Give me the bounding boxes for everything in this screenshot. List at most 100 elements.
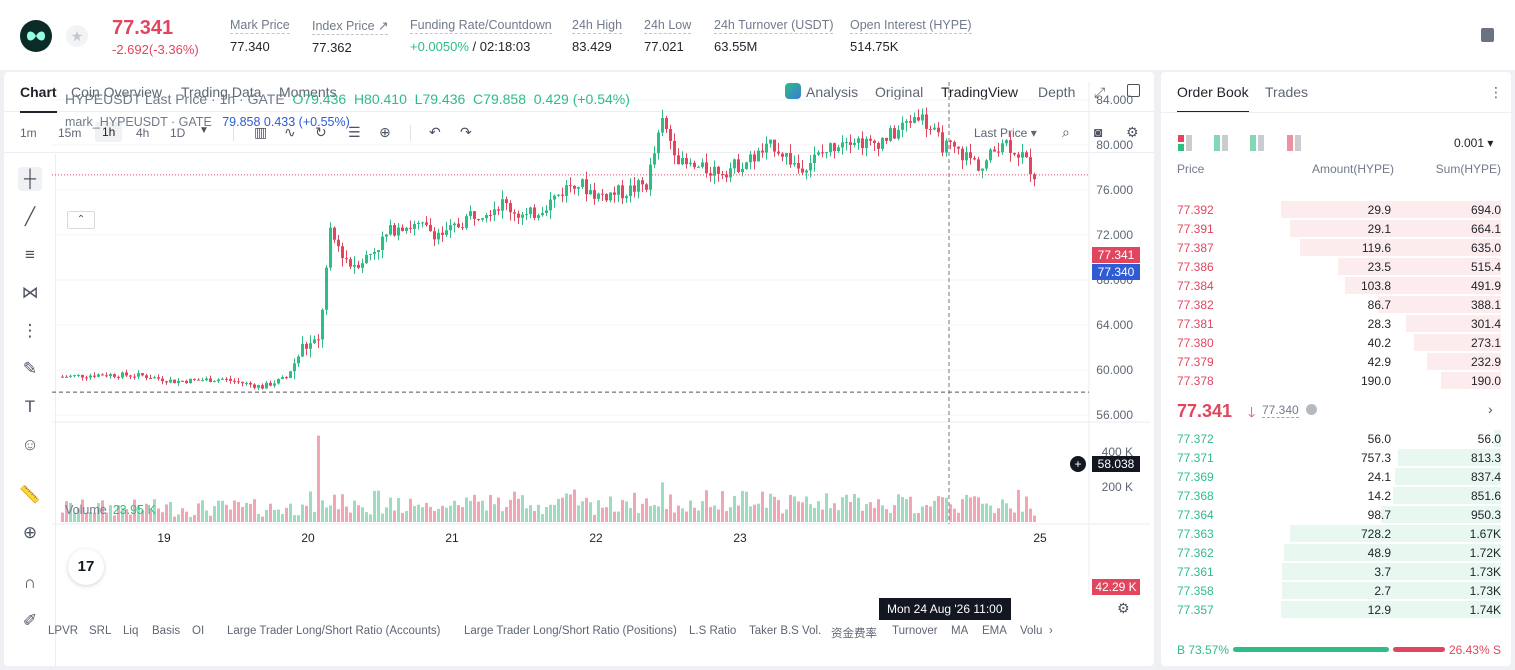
- indicator-item[interactable]: Volu: [1020, 625, 1043, 637]
- candle-type-icon[interactable]: ▥: [254, 124, 268, 140]
- layout-both-icon[interactable]: [1178, 135, 1194, 151]
- trend-line-icon[interactable]: ╱: [24, 207, 36, 226]
- indicator-item[interactable]: 资金费率: [831, 628, 877, 640]
- volume-bar: [953, 508, 956, 522]
- add-crosshair-icon[interactable]: +: [1070, 456, 1086, 472]
- undo-icon[interactable]: ↶: [429, 124, 441, 140]
- indicator-item[interactable]: Turnover: [892, 625, 938, 637]
- indicator-item[interactable]: Large Trader Long/Short Ratio (Positions…: [464, 625, 677, 637]
- volume-bar: [821, 509, 824, 522]
- indicator-item[interactable]: OI: [192, 625, 205, 637]
- ask-row[interactable]: 77.382 86.7 388.1: [1161, 295, 1511, 314]
- volume-bar: [93, 512, 96, 522]
- indicator-item[interactable]: EMA: [982, 625, 1007, 637]
- text-tool-icon[interactable]: T: [24, 397, 36, 416]
- bid-row[interactable]: 77.371 757.3 813.3: [1161, 448, 1511, 467]
- price-source-select[interactable]: Last Price ▾: [974, 126, 1037, 140]
- search-icon[interactable]: ⌕: [1062, 124, 1070, 140]
- pattern-icon[interactable]: ⋈: [21, 283, 39, 302]
- indicator-item[interactable]: MA: [951, 625, 969, 637]
- bid-row[interactable]: 77.358 2.7 1.73K: [1161, 581, 1511, 600]
- replay-icon[interactable]: ↻: [315, 124, 327, 140]
- indicator-scroll-icon[interactable]: ›: [1049, 625, 1053, 637]
- stat-index-price[interactable]: Index Price ↗ 77.362: [312, 19, 389, 55]
- templates-icon[interactable]: ☰: [348, 124, 361, 140]
- price-chart[interactable]: 84.00080.00076.00072.00068.00064.00060.0…: [52, 82, 1150, 594]
- candle-body: [481, 218, 484, 220]
- timeframe-1d[interactable]: 1D: [170, 126, 186, 140]
- ask-row[interactable]: 77.387 119.6 635.0: [1161, 238, 1511, 257]
- screenshot-icon[interactable]: ◙: [1094, 124, 1103, 140]
- redo-icon[interactable]: ↷: [460, 124, 472, 140]
- bid-row[interactable]: 77.368 14.2 851.6: [1161, 486, 1511, 505]
- book-icon[interactable]: [1481, 28, 1494, 42]
- timeframe-1h[interactable]: 1h: [95, 122, 123, 142]
- bid-row[interactable]: 77.364 98.7 950.3: [1161, 505, 1511, 524]
- tab-trading-data[interactable]: Trading Data: [181, 84, 262, 100]
- bid-row[interactable]: 77.369 24.1 837.4: [1161, 467, 1511, 486]
- timeframe-dropdown-icon[interactable]: ▼: [199, 125, 209, 136]
- bid-row[interactable]: 77.362 48.9 1.72K: [1161, 543, 1511, 562]
- tab-order-book[interactable]: Order Book: [1177, 84, 1249, 113]
- lock-pencil-icon[interactable]: ✐: [22, 611, 38, 630]
- window-icon[interactable]: [1127, 84, 1140, 97]
- indicator-item[interactable]: Large Trader Long/Short Ratio (Accounts): [227, 625, 441, 637]
- brush-icon[interactable]: ✎: [22, 359, 38, 378]
- indicator-item[interactable]: LPVR: [48, 625, 79, 637]
- bid-row[interactable]: 77.363 728.2 1.67K: [1161, 524, 1511, 543]
- favorite-star-icon[interactable]: ★: [66, 25, 88, 47]
- ask-row[interactable]: 77.391 29.1 664.1: [1161, 219, 1511, 238]
- volume-bar: [845, 494, 848, 522]
- info-icon[interactable]: [1306, 404, 1317, 415]
- tab-trades[interactable]: Trades: [1265, 84, 1309, 100]
- tab-chart[interactable]: Chart: [20, 84, 57, 113]
- view-depth[interactable]: Depth: [1038, 84, 1076, 100]
- indicator-item[interactable]: Liq: [123, 625, 139, 637]
- projection-icon[interactable]: ⋮: [21, 321, 39, 340]
- timeframe-15m[interactable]: 15m: [58, 126, 82, 140]
- candle-body: [297, 356, 300, 364]
- fib-lines-icon[interactable]: ≡: [25, 245, 35, 264]
- collapse-legend-button[interactable]: ⌃: [67, 211, 95, 229]
- zoom-in-icon[interactable]: ⊕: [22, 523, 38, 542]
- ask-row[interactable]: 77.378 190.0 190.0: [1161, 371, 1511, 390]
- add-alert-icon[interactable]: ⊕: [379, 124, 391, 140]
- magnet-icon[interactable]: ∩: [23, 573, 37, 592]
- ask-row[interactable]: 77.380 40.2 273.1: [1161, 333, 1511, 352]
- ruler-icon[interactable]: 📏: [19, 485, 41, 504]
- view-tradingview[interactable]: TradingView: [941, 84, 1019, 100]
- indicator-item[interactable]: Taker B.S Vol.: [749, 625, 822, 637]
- bid-row[interactable]: 77.361 3.7 1.73K: [1161, 562, 1511, 581]
- layout-bids-icon[interactable]: [1214, 135, 1230, 151]
- ask-row[interactable]: 77.386 23.5 515.4: [1161, 257, 1511, 276]
- bid-row[interactable]: 77.357 12.9 1.74K: [1161, 600, 1511, 619]
- more-menu-icon[interactable]: ⋮: [1489, 84, 1503, 100]
- tab-coin-overview[interactable]: Coin Overview: [71, 84, 163, 100]
- timeframe-1m[interactable]: 1m: [20, 126, 37, 140]
- ask-row[interactable]: 77.392 29.9 694.0: [1161, 200, 1511, 219]
- emoji-icon[interactable]: ☺: [21, 435, 39, 454]
- layout-sells-icon[interactable]: [1287, 135, 1303, 151]
- ask-row[interactable]: 77.379 42.9 232.9: [1161, 352, 1511, 371]
- ask-row[interactable]: 77.381 28.3 301.4: [1161, 314, 1511, 333]
- indicators-icon[interactable]: ∿: [284, 124, 296, 140]
- fullscreen-icon[interactable]: ⤢: [1094, 84, 1106, 100]
- depth-bar: [1414, 334, 1501, 351]
- precision-select[interactable]: 0.001 ▾: [1454, 136, 1494, 150]
- candle-body: [649, 164, 652, 190]
- tab-moments[interactable]: Moments: [279, 84, 337, 100]
- bid-row[interactable]: 77.372 56.0 56.0: [1161, 429, 1511, 448]
- chevron-right-icon[interactable]: ›: [1488, 401, 1493, 417]
- layout-asks-icon[interactable]: [1250, 135, 1266, 151]
- timeframe-4h[interactable]: 4h: [136, 126, 150, 140]
- view-original[interactable]: Original: [875, 84, 924, 100]
- volume-bar: [61, 512, 64, 522]
- indicator-item[interactable]: Basis: [152, 625, 181, 637]
- indicator-item[interactable]: L.S Ratio: [689, 625, 737, 637]
- ask-row[interactable]: 77.384 103.8 491.9: [1161, 276, 1511, 295]
- view-analysis[interactable]: Analysis: [806, 84, 859, 100]
- indicator-item[interactable]: SRL: [89, 625, 112, 637]
- chart-settings-icon[interactable]: ⚙: [1117, 600, 1130, 616]
- settings-gear-icon[interactable]: ⚙: [1126, 124, 1139, 140]
- crosshair-icon[interactable]: ┼: [18, 167, 42, 191]
